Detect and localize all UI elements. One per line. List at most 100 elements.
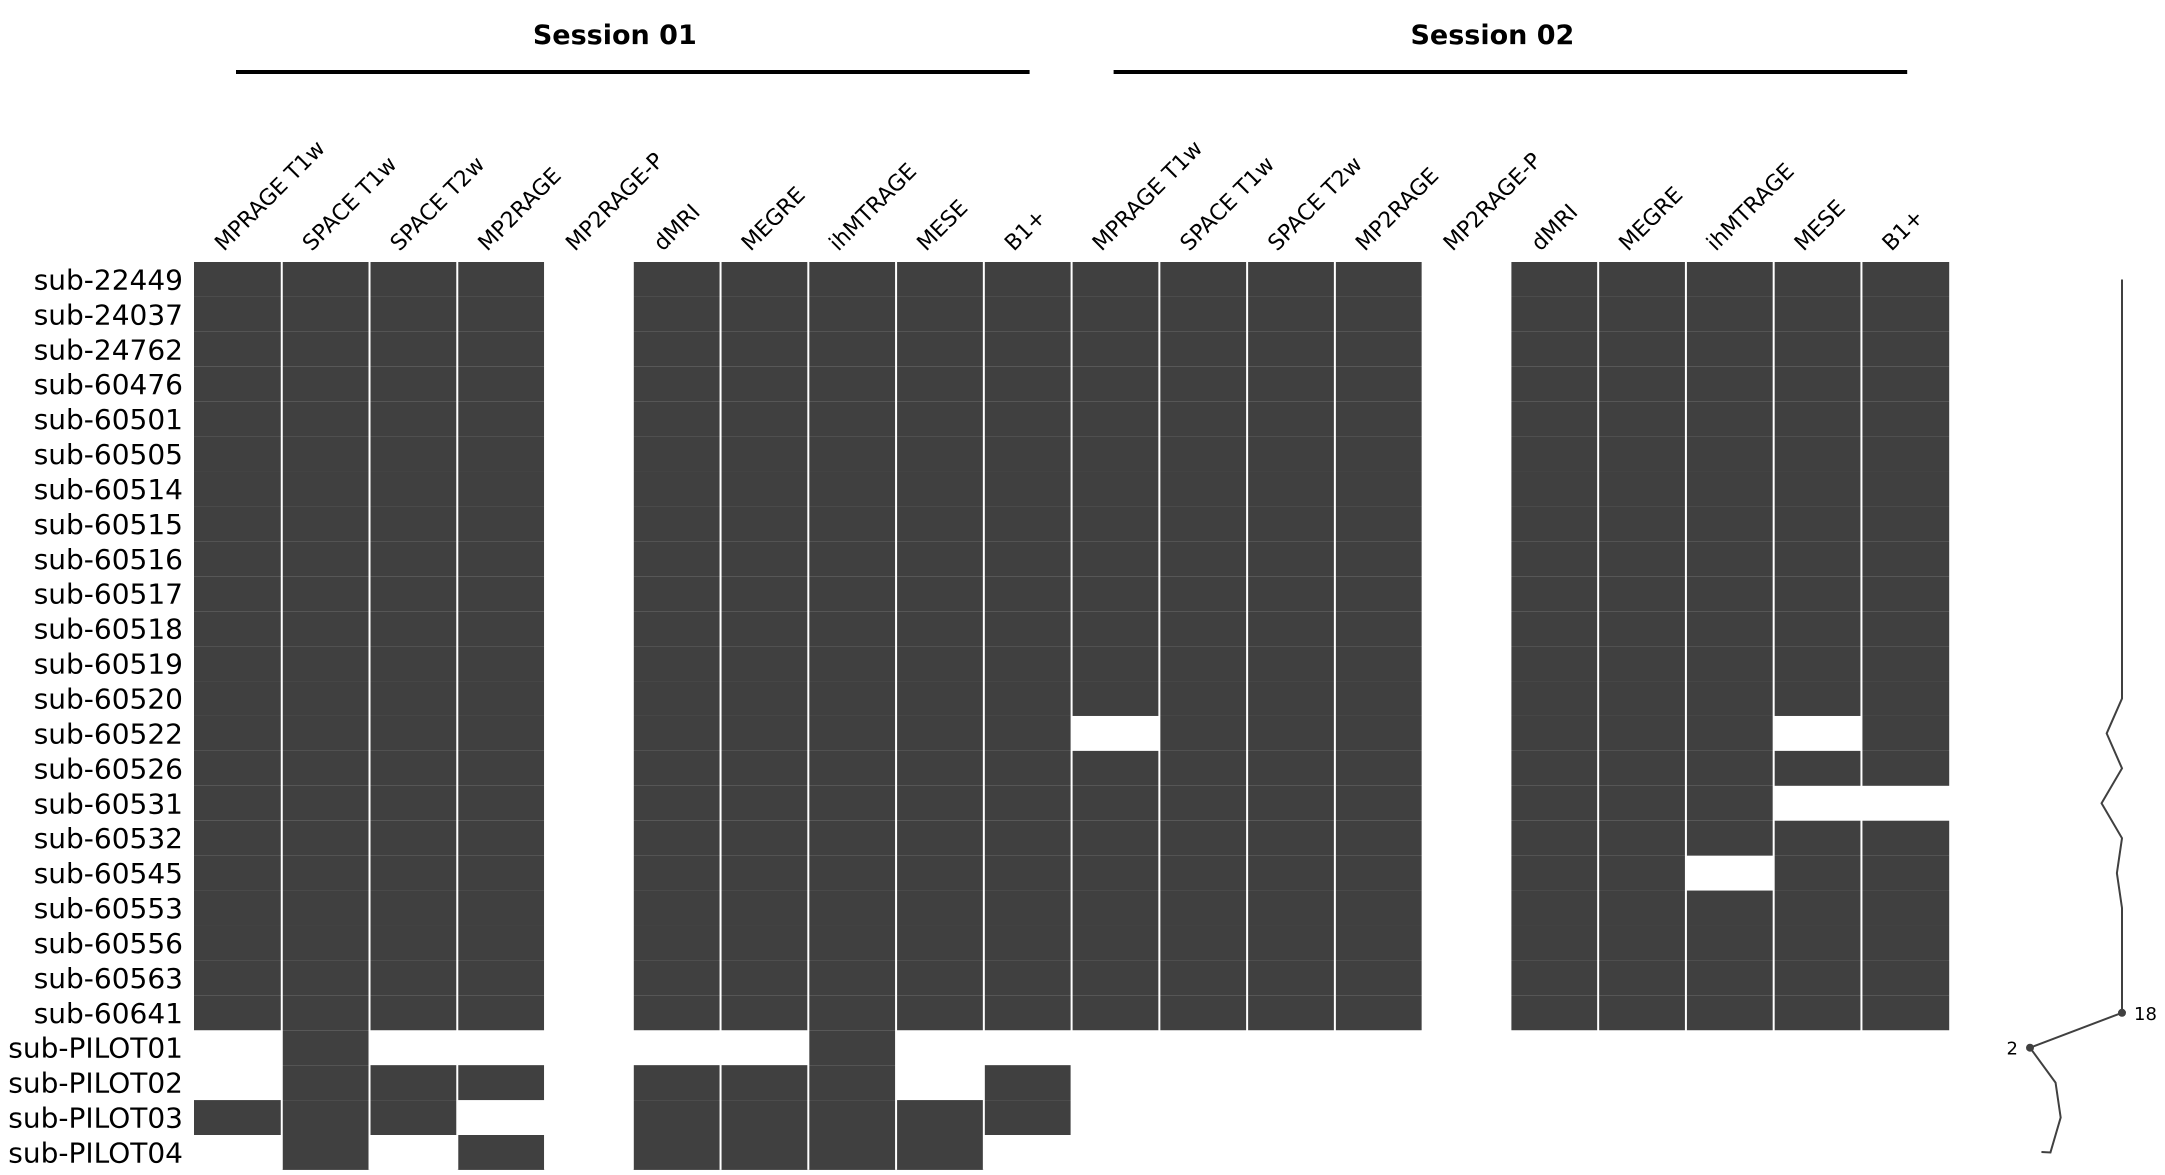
matrix-cell [1598,576,1686,612]
matrix-cell [1510,855,1599,891]
matrix-cell [1861,262,1950,297]
matrix-cell [983,262,1072,297]
matrix-cell [281,1030,370,1066]
matrix-cells [194,262,1950,1170]
matrix-cell [1773,646,1862,682]
matrix-cell [720,296,809,332]
matrix-cell [1685,925,1774,961]
matrix-cell [1071,506,1160,542]
matrix-cell [1159,681,1248,716]
matrix-cell [808,1100,897,1135]
matrix-cell [1773,681,1862,716]
column-label: MEGRE [737,183,811,257]
matrix-cell [632,1065,721,1101]
matrix-cell [1598,541,1686,577]
matrix-cell [896,1100,984,1135]
matrix-cell [1510,646,1599,682]
matrix-cell [632,576,721,612]
matrix-cell [1685,785,1774,821]
matrix-cell [1598,366,1686,402]
column-label: MP2RAGE [474,163,567,256]
matrix-cell [632,331,721,367]
matrix-cell [632,890,721,926]
matrix-cell [1510,925,1599,961]
matrix-cell [1159,785,1248,821]
matrix-cell [281,541,370,577]
matrix-cell [1247,646,1335,682]
row-label: sub-60518 [34,613,183,646]
matrix-cell [1247,296,1335,332]
matrix-cell [1247,960,1335,996]
matrix-cell [808,995,897,1031]
matrix-cell [896,296,984,332]
matrix-cell [1334,715,1423,751]
matrix-cell [1861,890,1950,926]
matrix-cell [457,715,546,751]
matrix-cell [808,506,897,542]
matrix-cell [369,611,458,647]
matrix-cell [720,646,809,682]
matrix-cell [194,890,282,926]
matrix-cell [1773,611,1862,647]
matrix-cell [1159,855,1248,891]
matrix-cell [1334,820,1423,856]
matrix-cell [808,611,897,647]
matrix-cell [1334,506,1423,542]
matrix-cell [632,541,721,577]
matrix-cell [1861,681,1950,716]
matrix-cell [1598,995,1686,1031]
matrix-cell [1510,785,1599,821]
matrix-cell [369,331,458,367]
matrix-cell [281,262,370,297]
matrix-cell [1334,576,1423,612]
matrix-cell [1159,296,1248,332]
matrix-cell [1159,506,1248,542]
row-label: sub-60563 [34,962,183,995]
matrix-cell [369,890,458,926]
matrix-cell [1071,750,1160,786]
matrix-cell [194,471,282,507]
matrix-cell [1861,436,1950,472]
min-marker [2026,1043,2034,1052]
matrix-cell [896,890,984,926]
matrix-cell [1334,541,1423,577]
matrix-cell [983,646,1072,682]
matrix-cell [1773,750,1862,786]
matrix-cell [1159,960,1248,996]
matrix-cell [281,471,370,507]
matrix-cell [194,855,282,891]
matrix-cell [1861,646,1950,682]
matrix-cell [1071,681,1160,716]
matrix-cell [1334,471,1423,507]
matrix-cell [1247,262,1335,297]
matrix-cell [1598,646,1686,682]
matrix-cell [808,750,897,786]
matrix-cell [1598,715,1686,751]
matrix-cell [1510,681,1599,716]
matrix-cell [632,925,721,961]
matrix-cell [1159,890,1248,926]
matrix-cell [1598,436,1686,472]
matrix-cell [808,401,897,437]
row-labels: sub-22449sub-24037sub-24762sub-60476sub-… [8,263,183,1169]
matrix-cell [1334,995,1423,1031]
matrix-cell [1510,576,1599,612]
matrix-cell [896,262,984,297]
matrix-cell [983,925,1072,961]
matrix-cell [281,820,370,856]
matrix-cell [369,296,458,332]
row-label: sub-PILOT02 [8,1067,183,1100]
row-label: sub-PILOT04 [8,1136,183,1169]
row-label: sub-60476 [34,368,183,401]
matrix-cell [1159,366,1248,402]
matrix-cell [194,576,282,612]
matrix-cell [457,331,546,367]
matrix-cell [457,995,546,1031]
matrix-cell [896,995,984,1031]
matrix-cell [896,541,984,577]
matrix-cell [983,1065,1072,1101]
matrix-cell [281,681,370,716]
matrix-cell [1861,855,1950,891]
column-label: MEGRE [1615,183,1689,257]
matrix-cell [896,925,984,961]
